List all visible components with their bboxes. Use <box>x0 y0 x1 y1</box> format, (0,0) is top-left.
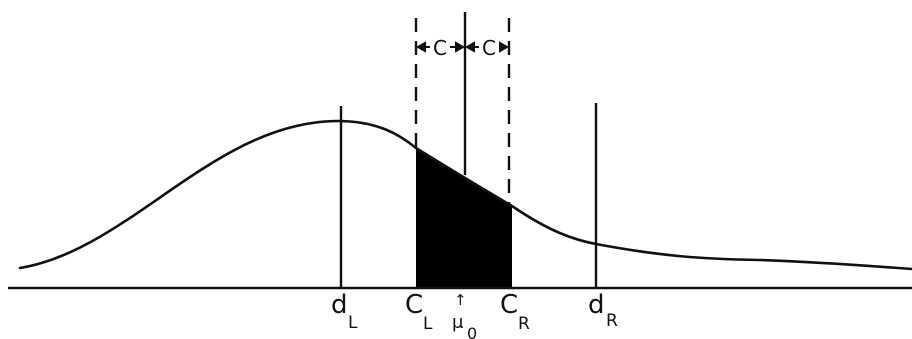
c-left-label: C L <box>405 290 433 334</box>
shaded-region <box>416 148 512 288</box>
d-right-label: d R <box>588 290 618 331</box>
svg-text:d: d <box>588 290 605 320</box>
svg-text:L: L <box>348 313 358 333</box>
c-right-label: C R <box>500 290 530 334</box>
svg-text:R: R <box>518 314 530 334</box>
svg-text:↑: ↑ <box>454 291 467 309</box>
d-left-label: d L <box>331 290 358 333</box>
svg-text:C: C <box>405 290 423 320</box>
svg-text:μ: μ <box>452 312 464 333</box>
c-width-left-label: C <box>433 36 447 60</box>
svg-text:L: L <box>423 314 433 334</box>
svg-text:C: C <box>500 290 518 320</box>
svg-text:0: 0 <box>467 324 477 339</box>
svg-text:d: d <box>331 290 348 320</box>
c-width-arrows <box>415 41 510 53</box>
svg-text:R: R <box>606 311 618 331</box>
mu-zero-label: ↑ μ 0 <box>452 291 477 339</box>
c-width-right-label: C <box>482 36 496 60</box>
density-curve <box>18 119 912 271</box>
